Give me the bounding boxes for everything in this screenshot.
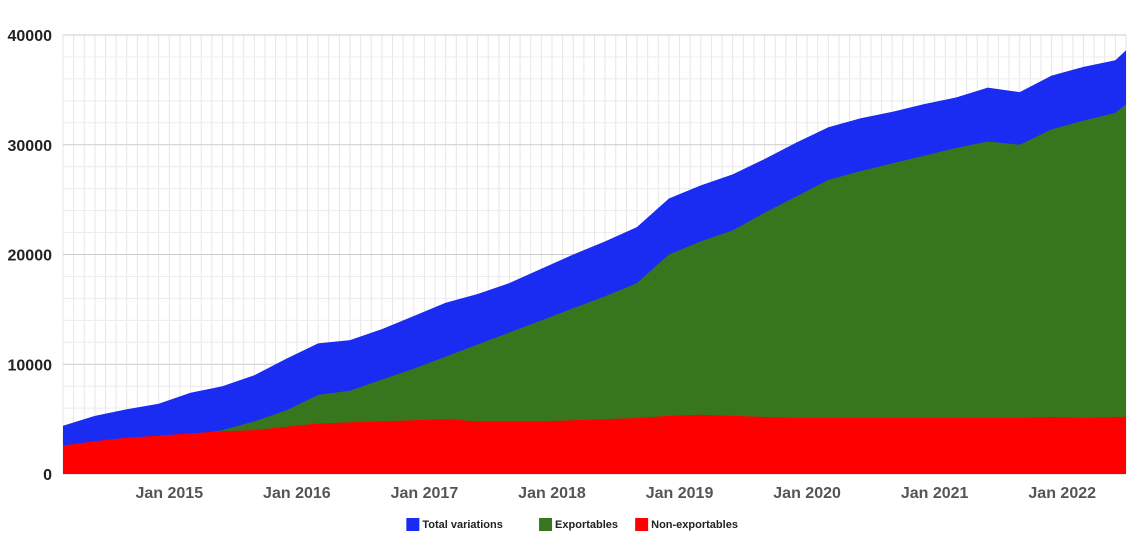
- legend-swatch-exportables: [539, 518, 553, 531]
- y-tick-label: 20000: [8, 248, 53, 265]
- x-tick-label: Jan 2018: [518, 485, 586, 502]
- x-tick-label: Jan 2017: [391, 485, 459, 502]
- area-non-exportables: [63, 414, 1126, 474]
- x-tick-label: Jan 2021: [901, 485, 969, 502]
- x-tick-label: Jan 2022: [1028, 485, 1096, 502]
- legend-swatch-non-exportables: [635, 518, 649, 531]
- y-tick-label: 0: [43, 467, 52, 484]
- y-tick-label: 40000: [8, 28, 53, 45]
- legend-label-exportables: Exportables: [555, 519, 618, 531]
- x-tick-label: Jan 2015: [135, 485, 203, 502]
- y-tick-label: 30000: [8, 138, 53, 155]
- x-tick-label: Jan 2020: [773, 485, 841, 502]
- x-tick-label: Jan 2019: [646, 485, 714, 502]
- legend: Total variations Exportables Non-exportabl…: [406, 518, 738, 531]
- series-areas: [63, 50, 1126, 475]
- area-exportables: [63, 104, 1126, 474]
- axes: 0 10000 20000 30000 40000 Jan 2015 Jan 2016 Jan…: [8, 28, 1097, 502]
- y-tick-label: 10000: [8, 357, 53, 374]
- legend-label-non-exportables: Non-exportables: [651, 519, 738, 531]
- legend-label-total-variations: Total variations: [422, 519, 502, 531]
- x-tick-label: Jan 2016: [263, 485, 331, 502]
- legend-swatch-total-variations: [406, 518, 420, 531]
